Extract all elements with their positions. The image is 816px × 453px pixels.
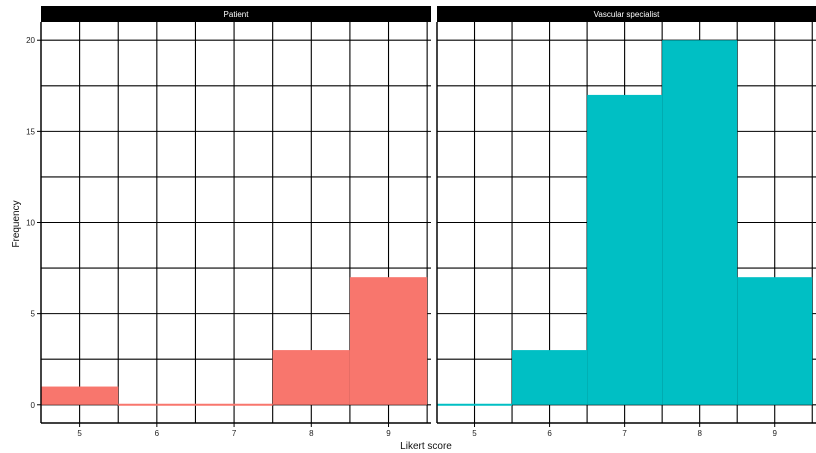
y-tick-label: 15: [26, 127, 35, 136]
x-tick-label: 6: [547, 429, 552, 438]
x-tick-label: 8: [309, 429, 314, 438]
facet-strip-label: Patient: [224, 10, 250, 19]
x-tick-label: 7: [232, 429, 237, 438]
facet-panel-1: Patient 5 6 7 8 9 0 5 10 15 20: [26, 6, 431, 438]
y-tick-label: 20: [26, 36, 35, 45]
bar-vascular-specialist-7: [587, 94, 663, 405]
bar-patient-9: [349, 277, 428, 405]
x-tick-label: 6: [155, 429, 160, 438]
x-tick-label: 5: [472, 429, 477, 438]
facet-strip-label: Vascular specialist: [594, 10, 660, 19]
facet-strip: [41, 6, 431, 22]
y-tick-label: 0: [31, 401, 36, 410]
x-tick-label: 9: [772, 429, 777, 438]
x-tick-label: 5: [77, 429, 82, 438]
x-tick-label: 7: [622, 429, 627, 438]
y-tick-label: 10: [26, 219, 35, 228]
x-tick-label: 8: [697, 429, 702, 438]
bar-patient-8: [272, 350, 350, 405]
y-tick-label: 5: [31, 310, 36, 319]
x-axis-title: Likert score: [400, 441, 452, 452]
bar-vascular-specialist-6: [512, 350, 588, 405]
y-axis-title: Frequency: [11, 200, 22, 247]
bar-vascular-specialist-8: [662, 40, 738, 405]
x-tick-label: 9: [386, 429, 391, 438]
facet-panel-2: Vascular specialist 5 6 7 8 9: [436, 6, 816, 438]
facet-strip: [437, 6, 816, 22]
bar-patient-5: [41, 386, 119, 405]
bar-vascular-specialist-9: [737, 277, 813, 405]
